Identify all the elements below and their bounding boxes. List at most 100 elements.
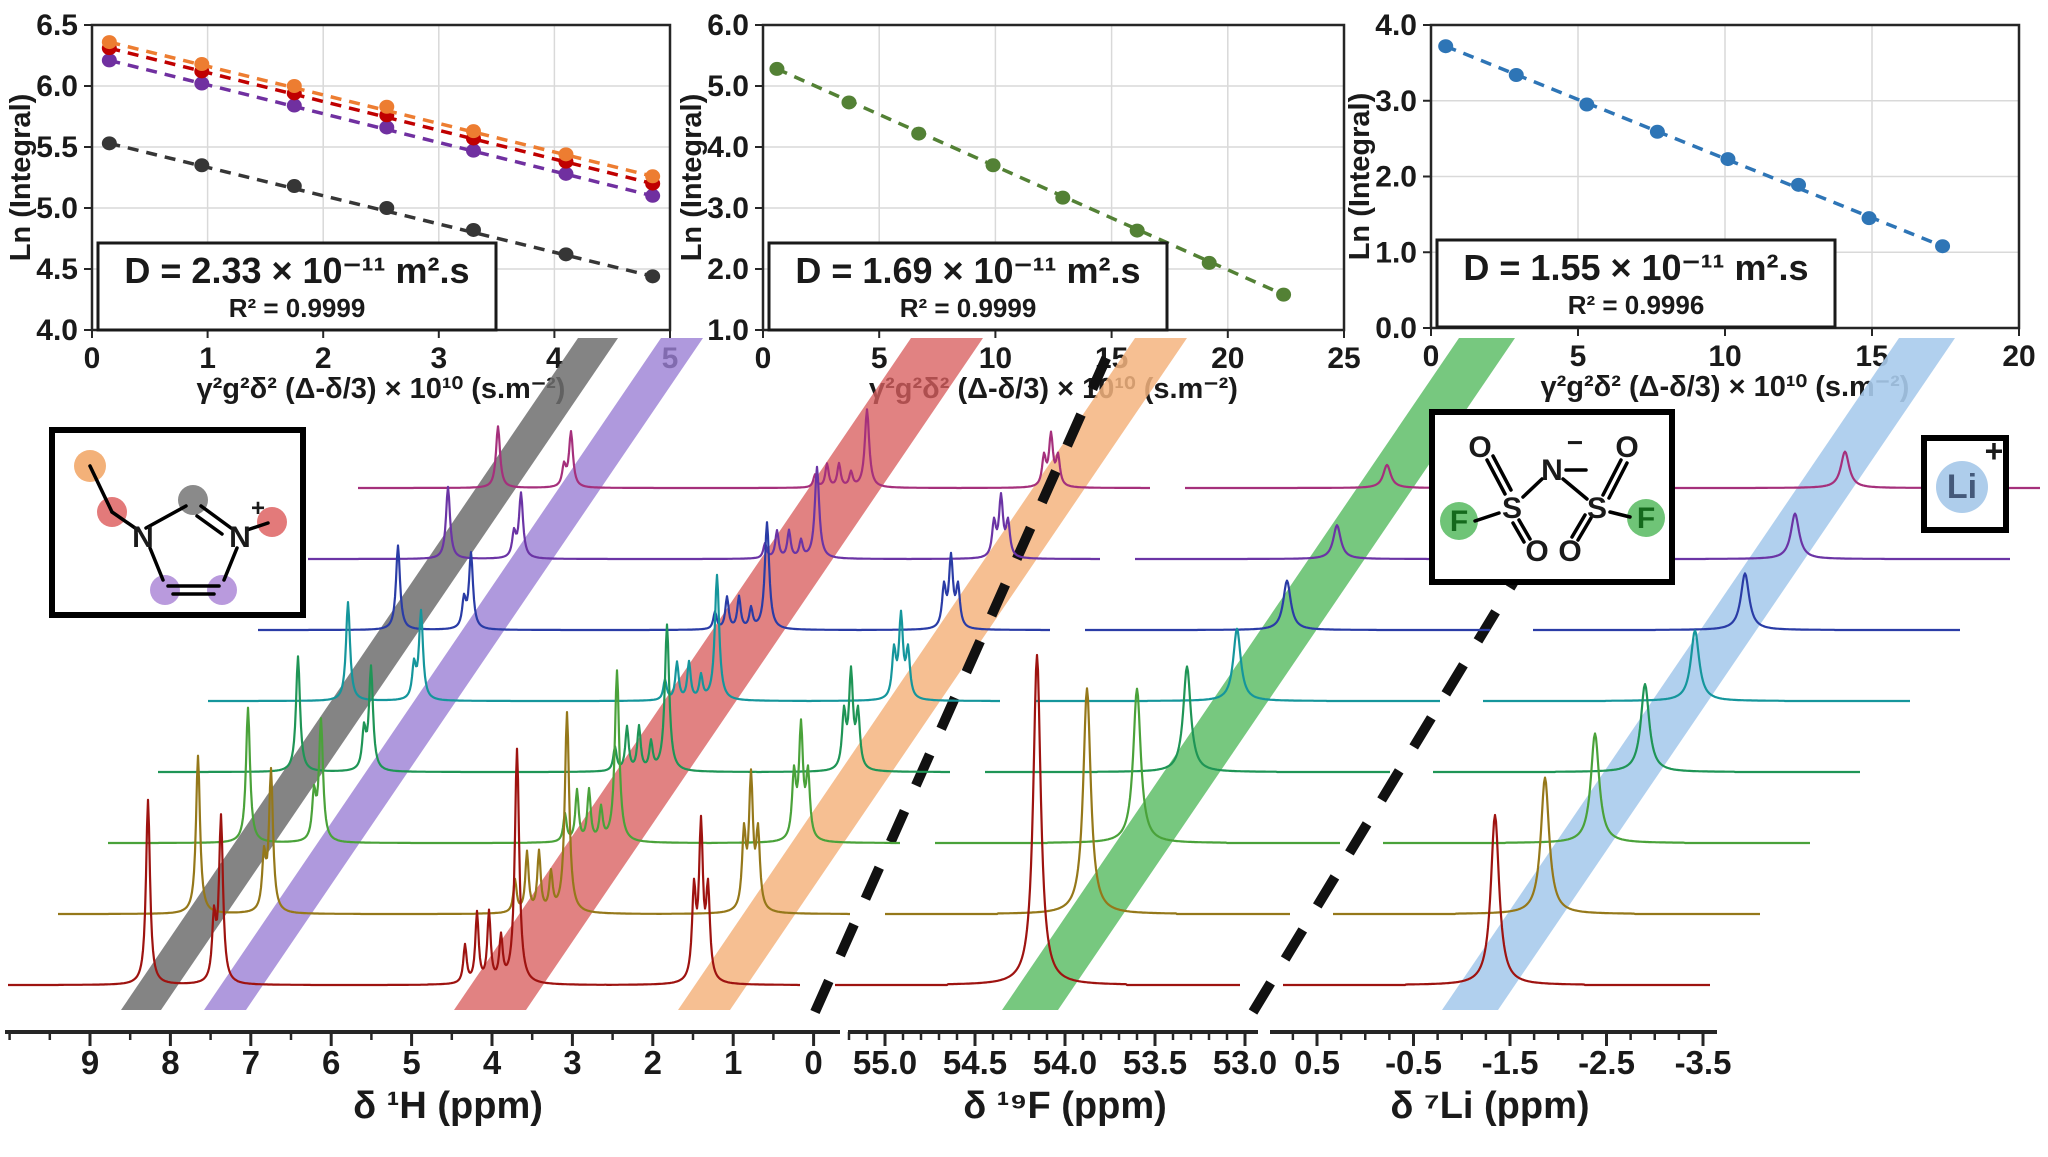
data-point xyxy=(101,53,117,68)
trace-segment-19F xyxy=(1034,627,1441,703)
data-point xyxy=(1861,211,1877,226)
r-squared-label: R² = 0.9999 xyxy=(900,293,1037,323)
data-point xyxy=(1276,287,1292,302)
atom-o: O xyxy=(1525,535,1548,568)
atom-o: O xyxy=(1615,431,1638,464)
trace-segment-7Li xyxy=(1282,813,1711,987)
trace-segment-1H xyxy=(307,465,1101,561)
data-point xyxy=(558,147,574,162)
y-tick-label: 4.5 xyxy=(36,253,78,286)
data-point xyxy=(1720,152,1736,167)
data-point xyxy=(558,166,574,181)
x-tick-label: 0 xyxy=(755,342,772,375)
diffusion-coefficient-label: D = 1.55 × 10⁻¹¹ m².s xyxy=(1463,247,1808,288)
atom-f: F xyxy=(1637,502,1655,535)
data-point xyxy=(985,158,1001,173)
y-tick-label: 5.5 xyxy=(36,131,78,164)
diffusion-coefficient-label: D = 2.33 × 10⁻¹¹ m².s xyxy=(124,250,469,291)
lithium-symbol: Li xyxy=(1947,468,1977,506)
trend-line xyxy=(1445,44,1944,248)
y-axis-title: Ln (Integral) xyxy=(676,94,708,262)
x-tick-label: 3 xyxy=(430,342,447,375)
band-ethyl-ch3 xyxy=(678,338,1187,1010)
bond xyxy=(195,514,224,536)
ppm-tick-label: 7 xyxy=(242,1044,260,1081)
y-tick-label: 3.0 xyxy=(707,192,749,225)
bond xyxy=(1570,513,1587,539)
y-tick-label: 6.0 xyxy=(36,70,78,103)
series-purple xyxy=(101,53,661,203)
x-tick-label: 0 xyxy=(84,342,101,375)
ppm-tick-label: 8 xyxy=(161,1044,179,1081)
atom-n3: N xyxy=(229,521,251,554)
ppm-axis-title: δ ⁷Li (ppm) xyxy=(1390,1085,1589,1127)
y-tick-label: 4.0 xyxy=(707,131,749,164)
ppm-tick-label: -1.5 xyxy=(1482,1044,1539,1081)
data-point xyxy=(911,126,927,141)
trace-segment-19F xyxy=(1084,579,1491,632)
trace-segment-19F xyxy=(934,687,1341,845)
bond xyxy=(1601,458,1623,497)
r-squared-label: R² = 0.9996 xyxy=(1568,290,1705,320)
dashed-separator-2 xyxy=(1248,557,1532,1015)
ppm-axis-title: δ ¹⁹F (ppm) xyxy=(963,1085,1167,1127)
highlight-n-ch3 xyxy=(257,507,287,537)
data-point xyxy=(465,222,481,237)
atom-o: O xyxy=(1468,431,1491,464)
atom-s: S xyxy=(1502,492,1522,525)
data-point xyxy=(558,247,574,262)
trace-segment-19F xyxy=(984,665,1391,774)
data-point xyxy=(379,99,395,114)
x-tick-label: 20 xyxy=(2002,340,2035,373)
y-tick-label: 1.0 xyxy=(1375,236,1417,269)
bond xyxy=(1491,454,1513,492)
trace-segment-1H xyxy=(157,623,951,774)
ppm-tick-label: 3 xyxy=(563,1044,581,1081)
bond xyxy=(1561,477,1589,501)
x-tick-label: 20 xyxy=(1211,342,1244,375)
inset-box xyxy=(1429,409,1675,585)
trace-segment-19F xyxy=(834,653,1241,987)
bond xyxy=(245,521,270,532)
highlight-f-left xyxy=(1440,502,1478,540)
ppm-tick-label: 0.5 xyxy=(1294,1044,1340,1081)
data-point xyxy=(1438,39,1454,54)
data-point xyxy=(1201,255,1217,270)
trace-segment-1H xyxy=(57,711,851,916)
ppm-tick-label: -3.5 xyxy=(1675,1044,1732,1081)
atom-n1: N xyxy=(132,521,154,554)
band-nch2-nch3 xyxy=(454,338,983,1010)
bond xyxy=(1517,518,1532,541)
data-point xyxy=(1935,239,1951,254)
highlight-c2-h xyxy=(178,485,208,515)
data-point xyxy=(769,61,785,76)
trend-line xyxy=(776,67,1285,297)
annotation-box xyxy=(96,241,498,332)
ppm-tick-label: 53.0 xyxy=(1213,1044,1277,1081)
y-tick-label: 2.0 xyxy=(1375,161,1417,194)
x-tick-label: 5 xyxy=(1570,340,1587,373)
ppm-tick-label: 0 xyxy=(804,1044,822,1081)
ppm-tick-label: 5 xyxy=(402,1044,420,1081)
data-point xyxy=(1791,177,1806,192)
data-point xyxy=(841,95,857,110)
lithium-ion-circle xyxy=(1936,461,1988,513)
series-orange xyxy=(101,35,661,184)
x-tick-label: 2 xyxy=(315,342,332,375)
axis-li7: 0.5 -0.5 -1.5 -2.5 -3.5 δ ⁷Li (ppm) xyxy=(1270,1030,1732,1127)
y-tick-label: 5.0 xyxy=(707,70,749,103)
series-black xyxy=(101,136,661,284)
x-tick-label: 5 xyxy=(871,342,888,375)
ppm-tick-label: 55.0 xyxy=(853,1044,917,1081)
data-point xyxy=(286,98,302,113)
ppm-tick-label: 54.0 xyxy=(1033,1044,1097,1081)
series-blue xyxy=(1438,39,1951,254)
highlight-f-right xyxy=(1627,499,1665,537)
annotation-box xyxy=(767,241,1169,332)
atom-s: S xyxy=(1587,492,1607,525)
trace-segment-7Li xyxy=(1332,776,1761,916)
y-tick-label: 3.0 xyxy=(1375,85,1417,118)
ppm-tick-label: 6 xyxy=(322,1044,340,1081)
